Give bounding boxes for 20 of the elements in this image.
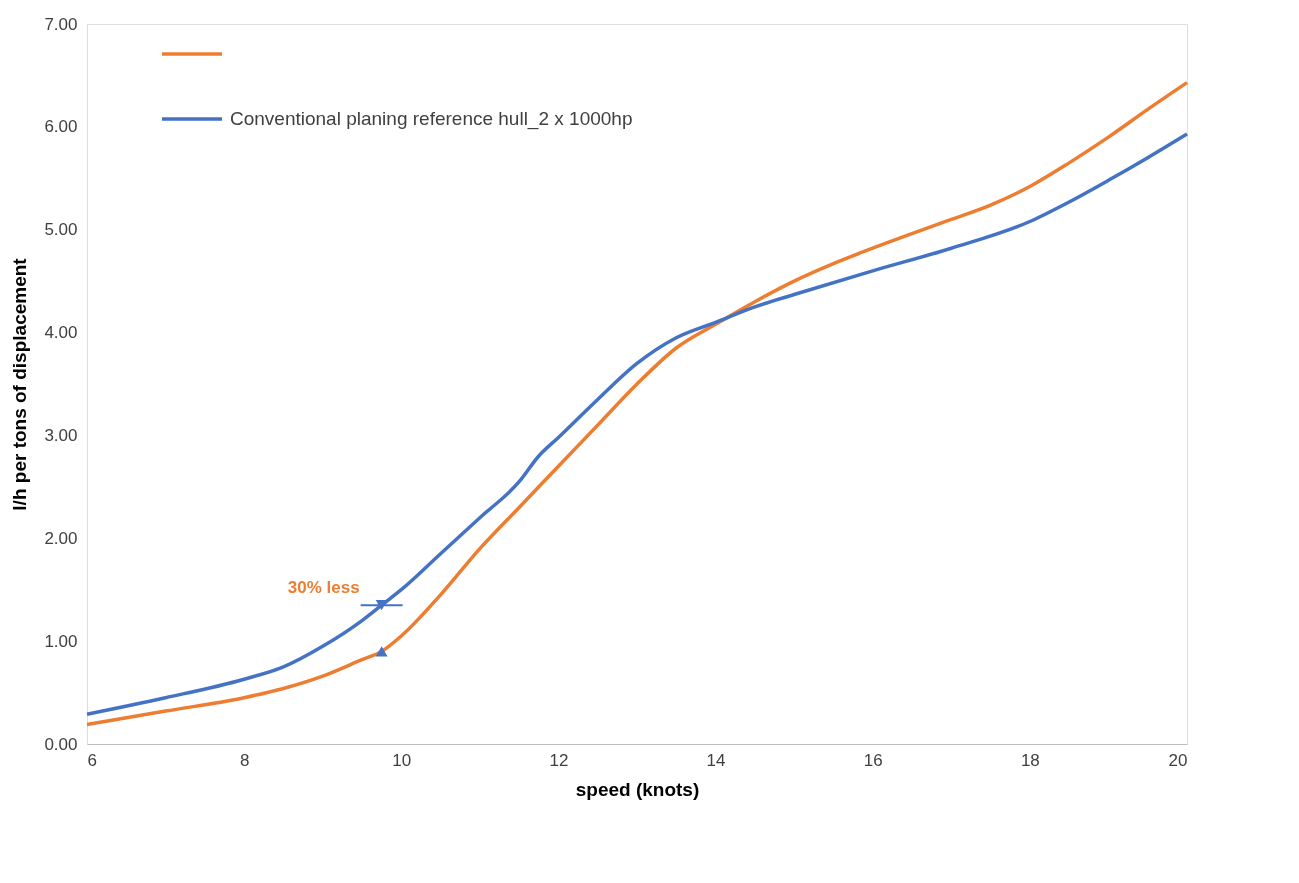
y-axis-title: l/h per tons of displacement xyxy=(9,257,31,511)
y-tick-label: 4.00 xyxy=(44,323,78,343)
annotation: 30% less xyxy=(287,578,360,598)
y-tick-label: 7.00 xyxy=(44,14,78,34)
x-axis-title: speed (knots) xyxy=(575,778,700,800)
x-tick-label: 8 xyxy=(239,750,250,770)
legend-label: Conventional planing reference hull_2 x 1000hp xyxy=(230,108,633,130)
y-tick-label: 5.00 xyxy=(44,220,78,240)
x-tick-label: 16 xyxy=(863,750,883,770)
x-tick-label: 6 xyxy=(87,750,97,770)
x-tick-label: 18 xyxy=(1020,750,1040,770)
y-tick-label: 6.00 xyxy=(44,117,78,137)
y-tick-label: 3.00 xyxy=(44,425,78,445)
x-tick-label: 20 xyxy=(1168,750,1188,770)
y-tick-label: 0.00 xyxy=(44,734,78,754)
y-tick-label: 2.00 xyxy=(44,528,78,548)
x-tick-label: 12 xyxy=(549,750,569,770)
x-tick-label: 14 xyxy=(706,750,726,770)
y-tick-label: 1.00 xyxy=(44,631,78,651)
x-tick-label: 10 xyxy=(392,750,412,770)
